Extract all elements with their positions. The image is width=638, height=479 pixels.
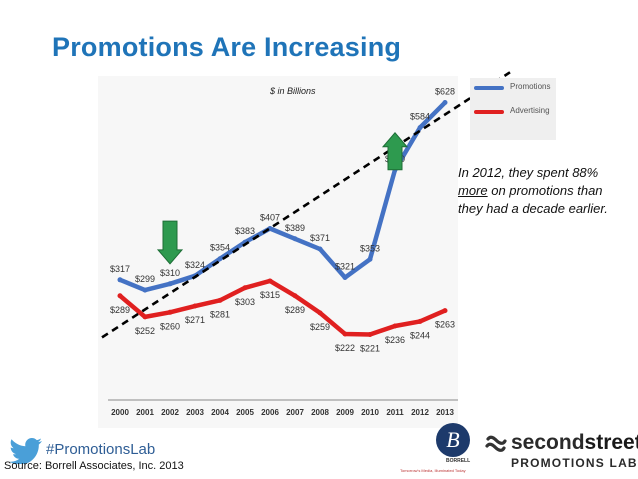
- data-label-advertising-2006: $315: [260, 290, 280, 300]
- x-tick-label-2013: 2013: [436, 408, 454, 417]
- data-point-promotions-2002: [167, 281, 173, 287]
- legend-swatch-promotions: [474, 86, 504, 90]
- x-tick-label-2005: 2005: [236, 408, 254, 417]
- trend-line: [101, 71, 511, 339]
- callout-text: In 2012, they spent 88% more on promotio…: [458, 164, 608, 218]
- data-label-promotions-2001: $299: [135, 274, 155, 284]
- data-label-promotions-2012: $584: [410, 112, 430, 122]
- data-point-advertising-2006: [267, 278, 273, 284]
- data-point-advertising-2003: [192, 303, 198, 309]
- callout-after: on promotions than they had a decade ear…: [458, 183, 608, 216]
- data-label-advertising-2013: $263: [435, 320, 455, 330]
- arrow-down-2002: [156, 220, 184, 265]
- data-point-promotions-2008: [317, 246, 323, 252]
- data-label-advertising-2003: $271: [185, 315, 205, 325]
- borrell-name: BORRELL: [446, 458, 471, 464]
- data-point-promotions-2001: [142, 287, 148, 293]
- hashtag: #PromotionsLab: [46, 441, 156, 458]
- legend: Promotions Advertising: [470, 78, 556, 140]
- arrow-up-2011: [381, 131, 409, 171]
- data-point-advertising-2010: [367, 332, 373, 338]
- data-label-promotions-2003: $324: [185, 260, 205, 270]
- data-label-advertising-2009: $222: [335, 343, 355, 353]
- secondstreet-logo-mark: [485, 435, 507, 452]
- callout-before: In 2012, they spent 88%: [458, 165, 599, 180]
- data-label-advertising-2007: $289: [285, 305, 305, 315]
- data-label-advertising-2000: $289: [110, 305, 130, 315]
- series-line-promotions: [117, 100, 448, 293]
- data-point-promotions-2004: [217, 256, 223, 262]
- data-point-advertising-2001: [142, 314, 148, 320]
- data-label-promotions-2005: $383: [235, 226, 255, 236]
- data-point-promotions-2012: [417, 125, 423, 131]
- data-label-advertising-2010: $221: [360, 344, 380, 354]
- data-point-advertising-2008: [317, 310, 323, 316]
- brand-name-a: second: [511, 431, 585, 454]
- brand-subtitle: PROMOTIONS LAB: [511, 456, 638, 470]
- x-tick-label-2010: 2010: [361, 408, 379, 417]
- x-tick-label-2011: 2011: [386, 408, 404, 417]
- data-point-advertising-2002: [167, 309, 173, 315]
- x-tick-label-2002: 2002: [161, 408, 179, 417]
- data-label-promotions-2006: $407: [260, 213, 280, 223]
- data-point-advertising-2007: [292, 293, 298, 299]
- data-label-advertising-2012: $244: [410, 330, 430, 340]
- data-label-promotions-2010: $353: [360, 243, 380, 253]
- data-label-advertising-2001: $252: [135, 326, 155, 336]
- x-tick-label-2006: 2006: [261, 408, 279, 417]
- slide-title: Promotions Are Increasing: [52, 32, 402, 62]
- data-point-advertising-2012: [417, 318, 423, 324]
- data-point-advertising-2011: [392, 323, 398, 329]
- data-point-promotions-2013: [442, 100, 448, 106]
- svg-text:B: B: [446, 427, 459, 452]
- data-label-promotions-2007: $389: [285, 223, 305, 233]
- borrell-logo: B: [436, 423, 470, 457]
- x-tick-label-2003: 2003: [186, 408, 204, 417]
- chart-panel: [98, 76, 458, 428]
- data-label-advertising-2008: $259: [310, 322, 330, 332]
- data-label-advertising-2004: $281: [210, 309, 230, 319]
- x-tick-label-2008: 2008: [311, 408, 329, 417]
- unit-label: $ in Billions: [270, 86, 316, 96]
- data-label-advertising-2005: $303: [235, 297, 255, 307]
- data-label-promotions-2004: $354: [210, 243, 230, 253]
- data-point-promotions-2000: [117, 277, 123, 283]
- data-label-advertising-2002: $260: [160, 321, 180, 331]
- callout-emphasis: more: [458, 183, 488, 198]
- data-label-advertising-2011: $236: [385, 335, 405, 345]
- source-note: Source: Borrell Associates, Inc. 2013: [4, 460, 184, 472]
- legend-label-advertising: Advertising: [510, 106, 550, 115]
- brand-name-b: street: [584, 431, 638, 454]
- x-tick-label-2007: 2007: [286, 408, 304, 417]
- x-tick-label-2001: 2001: [136, 408, 154, 417]
- data-point-advertising-2005: [242, 285, 248, 291]
- borrell-tagline: Tomorrow's Media, Illuminated Today: [400, 468, 466, 473]
- data-point-advertising-2013: [442, 308, 448, 314]
- x-tick-label-2000: 2000: [111, 408, 129, 417]
- data-label-promotions-2009: $321: [335, 262, 355, 272]
- legend-swatch-advertising: [474, 110, 504, 114]
- twitter-bird-icon: [9, 438, 42, 464]
- data-point-advertising-2004: [217, 297, 223, 303]
- x-tick-label-2012: 2012: [411, 408, 429, 417]
- data-label-promotions-2000: $317: [110, 264, 130, 274]
- legend-label-promotions: Promotions: [510, 82, 551, 91]
- data-point-advertising-2000: [117, 293, 123, 299]
- data-label-promotions-2013: $628: [435, 87, 455, 97]
- brand-name: secondstreet: [511, 431, 638, 455]
- series-line-advertising: [117, 278, 448, 337]
- data-point-promotions-2009: [342, 275, 348, 281]
- x-tick-label-2004: 2004: [211, 408, 229, 417]
- x-tick-label-2009: 2009: [336, 408, 354, 417]
- data-point-promotions-2010: [367, 256, 373, 262]
- data-label-promotions-2002: $310: [160, 268, 180, 278]
- data-point-promotions-2007: [292, 236, 298, 242]
- data-point-advertising-2009: [342, 331, 348, 337]
- data-label-promotions-2008: $371: [310, 233, 330, 243]
